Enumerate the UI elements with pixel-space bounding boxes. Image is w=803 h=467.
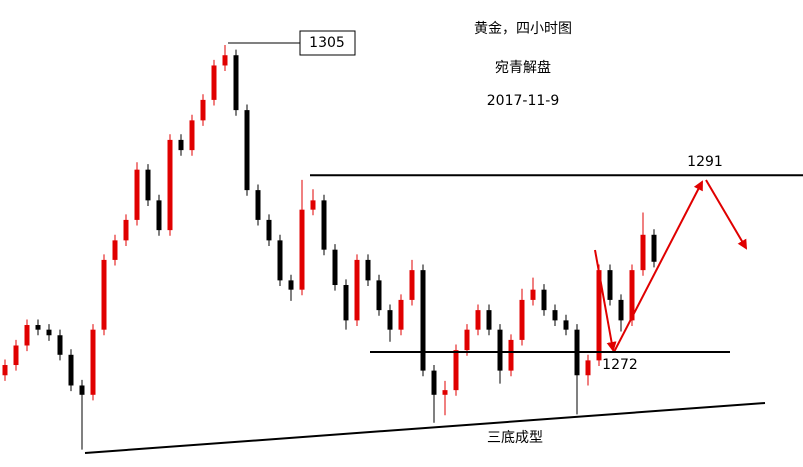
candle-body (442, 390, 448, 395)
candle-body (35, 325, 41, 330)
candle-body (178, 139, 184, 151)
candle-body (497, 329, 503, 371)
candle-body (585, 360, 591, 376)
arrow (613, 180, 703, 353)
candle-body (343, 285, 349, 321)
candle-body (310, 200, 316, 210)
candle-body (68, 354, 74, 386)
candle-body (618, 299, 624, 321)
candle-body (453, 350, 459, 391)
candle-body (244, 110, 250, 191)
candle-body (530, 289, 536, 300)
candle-body (475, 310, 481, 330)
candle-body (398, 299, 404, 330)
candle-body (24, 325, 30, 346)
candle-body (519, 299, 525, 340)
candle-body (486, 310, 492, 330)
trend-line (84, 402, 766, 454)
candle-body (79, 385, 85, 395)
candle-body (376, 280, 382, 311)
candle-body (409, 270, 415, 300)
candle-body (541, 289, 547, 311)
candle-body (123, 219, 129, 241)
plot: 1305 1291 1272 (2, 30, 803, 450)
candle-body (112, 240, 118, 260)
candle-body (508, 339, 514, 371)
candle-body (552, 310, 558, 321)
candle-body (134, 169, 140, 220)
candle-body (222, 55, 228, 66)
candle-body (2, 365, 8, 376)
candle-body (365, 259, 371, 281)
candle-body (156, 200, 162, 231)
candle-body (299, 209, 305, 290)
candle-body (431, 370, 437, 395)
arrow (705, 179, 748, 250)
level-label: 1272 (602, 357, 638, 373)
date: 2017-11-9 (487, 93, 559, 109)
candle-body (387, 310, 393, 330)
level-box (299, 30, 356, 56)
candle-body (101, 259, 107, 330)
candle-body (57, 335, 63, 355)
candle-body (255, 190, 261, 220)
level-label: 1305 (309, 35, 345, 51)
candle-body (277, 240, 283, 281)
candle-body (464, 329, 470, 351)
level-label: 1291 (687, 154, 723, 170)
candle-body (189, 120, 195, 151)
candle-body (354, 259, 360, 321)
candle-body (167, 139, 173, 231)
candle-body (420, 270, 426, 371)
candle-body (145, 169, 151, 201)
candle-body (629, 270, 635, 321)
candle-body (321, 200, 327, 250)
candle-body (90, 329, 96, 395)
candle-body (651, 234, 657, 262)
pattern-label: 三底成型 (487, 430, 543, 446)
candle-body (266, 219, 272, 241)
candle-body (596, 270, 602, 361)
candle-body (332, 249, 338, 286)
candle-body (46, 329, 52, 336)
candle-body (233, 55, 239, 111)
candle-body (640, 234, 646, 271)
arrow (594, 249, 617, 352)
subtitle: 宛青解盘 (495, 59, 551, 76)
candle-body (563, 320, 569, 330)
candle-body (200, 99, 206, 121)
candle-body (607, 270, 613, 300)
candle-body (211, 65, 217, 100)
candle-body (13, 345, 19, 366)
candle-body (288, 280, 294, 290)
chart-title: 黄金，四小时图 (474, 20, 572, 37)
